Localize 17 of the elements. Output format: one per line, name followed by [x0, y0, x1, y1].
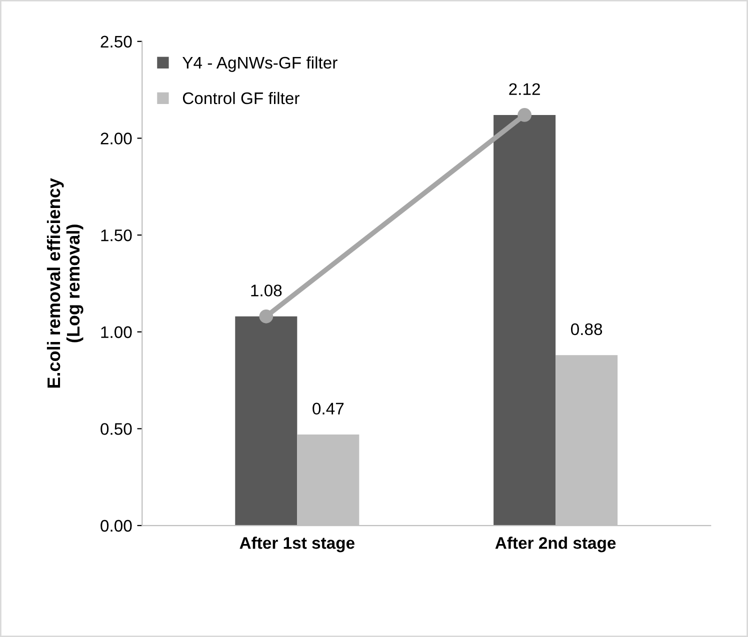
data-label: 0.88 [571, 323, 602, 336]
x-tick-label: After 1st stage [240, 536, 354, 552]
y-tick-label: 0.00 [100, 520, 132, 532]
y-tick-label: 1.50 [101, 229, 132, 242]
bar [235, 316, 298, 526]
y-axis-title: E.coli removal efficiency (Log removal) [46, 178, 84, 388]
data-label: 1.08 [251, 284, 282, 296]
data-label: 2.12 [509, 83, 540, 95]
legend-label: Y4 - AgNWs-GF filter [182, 56, 338, 72]
data-label: 0.47 [312, 402, 344, 415]
y-tick-label: 2.00 [100, 132, 132, 144]
y-tick-label: 1.00 [101, 326, 132, 338]
bar [494, 114, 556, 526]
x-tick-label: After 2nd stage [495, 536, 616, 552]
legend-label: Control GF filter [182, 92, 300, 104]
y-tick-label: 0.50 [100, 423, 132, 435]
y-tick-label: 2.50 [100, 36, 132, 48]
